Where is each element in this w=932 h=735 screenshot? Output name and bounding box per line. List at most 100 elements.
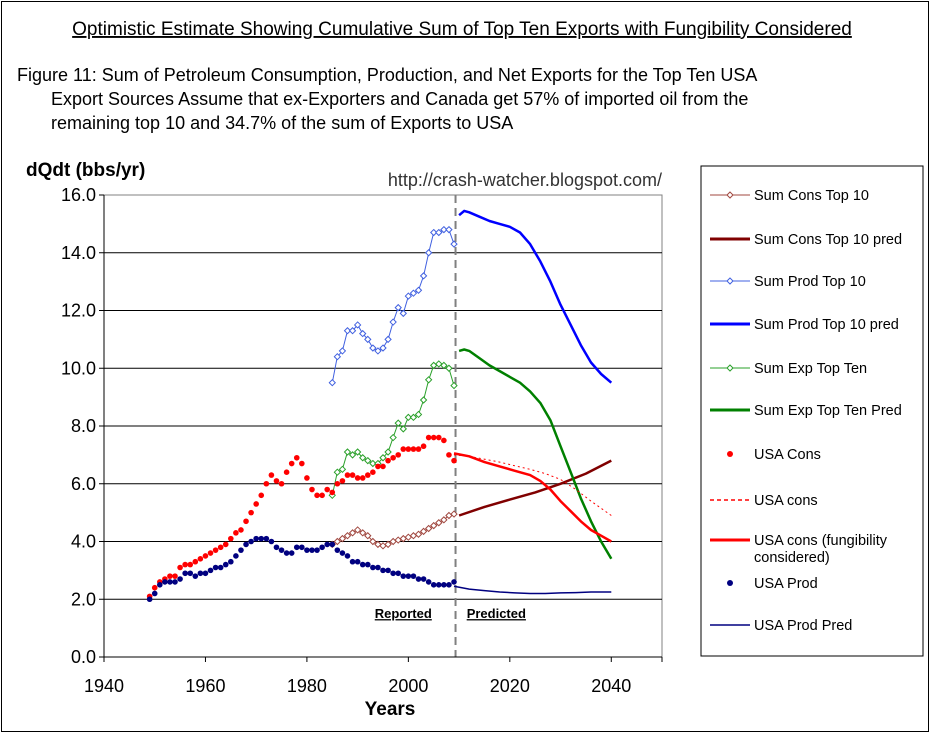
usa-prod-point: [248, 539, 254, 545]
usa-cons-point: [177, 565, 183, 571]
usa-prod-point: [406, 573, 412, 579]
usa-prod-point: [329, 542, 335, 548]
predicted-label: Predicted: [467, 606, 526, 621]
usa-prod-point: [218, 565, 224, 571]
caption-line-2: Export Sources Assume that ex-Exporters …: [51, 89, 748, 109]
usa-cons-point: [345, 472, 351, 478]
legend-label: Sum Exp Top Ten Pred: [754, 403, 902, 419]
usa-prod-point: [304, 547, 310, 553]
usa-prod-point: [284, 550, 290, 556]
usa-cons-point: [395, 452, 401, 458]
usa-cons-point: [335, 481, 341, 487]
legend-label: USA Cons: [754, 447, 821, 463]
usa-cons-point: [324, 487, 330, 493]
usa-cons-point: [193, 559, 199, 565]
url-annotation: http://crash-watcher.blogspot.com/: [388, 170, 662, 190]
usa-prod-point: [360, 562, 366, 568]
usa-prod-point: [167, 579, 173, 585]
usa-cons-point: [274, 478, 280, 484]
usa-cons-point: [375, 464, 381, 470]
usa-prod-point: [274, 544, 280, 550]
x-axis-label: Years: [365, 699, 416, 720]
usa-prod-point: [299, 544, 305, 550]
usa-prod-point: [228, 559, 234, 565]
legend-marker: [727, 580, 733, 586]
x-tick-label: 2020: [490, 676, 530, 696]
usa-cons-point: [294, 455, 300, 461]
legend-label: Sum Exp Top Ten: [754, 361, 867, 377]
usa-prod-point: [264, 536, 270, 542]
usa-cons-point: [248, 510, 254, 516]
usa-cons-point: [299, 461, 305, 467]
caption-line-3: remaining top 10 and 34.7% of the sum of…: [51, 113, 513, 133]
y-tick-label: 2.0: [71, 589, 96, 609]
usa-prod-point: [390, 570, 396, 576]
usa-prod-point: [375, 565, 381, 571]
caption-line-1: Figure 11: Sum of Petroleum Consumption,…: [17, 65, 757, 85]
usa-cons-point: [390, 455, 396, 461]
usa-cons-point: [370, 469, 376, 475]
usa-prod-point: [238, 547, 244, 553]
y-tick-label: 8.0: [71, 416, 96, 436]
usa-cons-point: [431, 435, 437, 441]
usa-prod-point: [269, 539, 275, 545]
usa-cons-point: [187, 562, 193, 568]
usa-cons-point: [319, 493, 325, 499]
usa-prod-point: [421, 576, 427, 582]
usa-prod-point: [213, 565, 219, 571]
usa-prod-point: [157, 582, 163, 588]
usa-cons-point: [400, 446, 406, 452]
usa-cons-point: [223, 542, 229, 548]
usa-prod-point: [258, 536, 264, 542]
y-tick-label: 0.0: [71, 647, 96, 667]
usa-prod-point: [345, 553, 351, 559]
usa-prod-point: [431, 582, 437, 588]
usa-prod-point: [309, 547, 315, 553]
usa-cons-point: [329, 490, 335, 496]
x-tick-label: 2040: [591, 676, 631, 696]
usa-prod-point: [203, 570, 209, 576]
chart: Optimistic Estimate Showing Cumulative S…: [0, 0, 932, 735]
usa-prod-point: [279, 547, 285, 553]
usa-prod-point: [370, 565, 376, 571]
usa-cons-point: [385, 458, 391, 464]
usa-cons-point: [203, 553, 209, 559]
usa-prod-point: [198, 570, 204, 576]
x-tick-label: 2000: [388, 676, 428, 696]
usa-prod-point: [233, 553, 239, 559]
usa-prod-point: [314, 547, 320, 553]
usa-prod-point: [400, 573, 406, 579]
y-tick-label: 12.0: [61, 301, 96, 321]
usa-cons-point: [350, 472, 356, 478]
usa-prod-point: [147, 596, 153, 602]
y-tick-label: 4.0: [71, 532, 96, 552]
usa-cons-point: [416, 446, 422, 452]
legend-label: USA Prod: [754, 576, 818, 592]
usa-cons-point: [182, 562, 188, 568]
y-tick-label: 14.0: [61, 243, 96, 263]
usa-cons-point: [213, 547, 219, 553]
usa-cons-point: [264, 481, 270, 487]
usa-prod-point: [172, 579, 178, 585]
usa-cons-point: [238, 527, 244, 533]
usa-prod-point: [162, 579, 168, 585]
usa-cons-point: [172, 573, 178, 579]
usa-cons-point: [198, 556, 204, 562]
chart-title: Optimistic Estimate Showing Cumulative S…: [72, 19, 852, 40]
usa-prod-point: [385, 568, 391, 574]
usa-cons-point: [355, 475, 361, 481]
legend-label: Sum Cons Top 10 pred: [754, 232, 902, 248]
usa-cons-point: [289, 461, 295, 467]
usa-cons-point: [365, 472, 371, 478]
usa-prod-point: [152, 591, 158, 597]
usa-cons-point: [360, 475, 366, 481]
usa-cons-point: [441, 438, 447, 444]
usa-cons-point: [426, 435, 432, 441]
usa-prod-point: [436, 582, 442, 588]
usa-prod-point: [411, 573, 417, 579]
usa-prod-point: [416, 576, 422, 582]
usa-prod-point: [253, 536, 259, 542]
usa-cons-point: [406, 446, 412, 452]
usa-prod-point: [182, 570, 188, 576]
usa-prod-point: [441, 582, 447, 588]
